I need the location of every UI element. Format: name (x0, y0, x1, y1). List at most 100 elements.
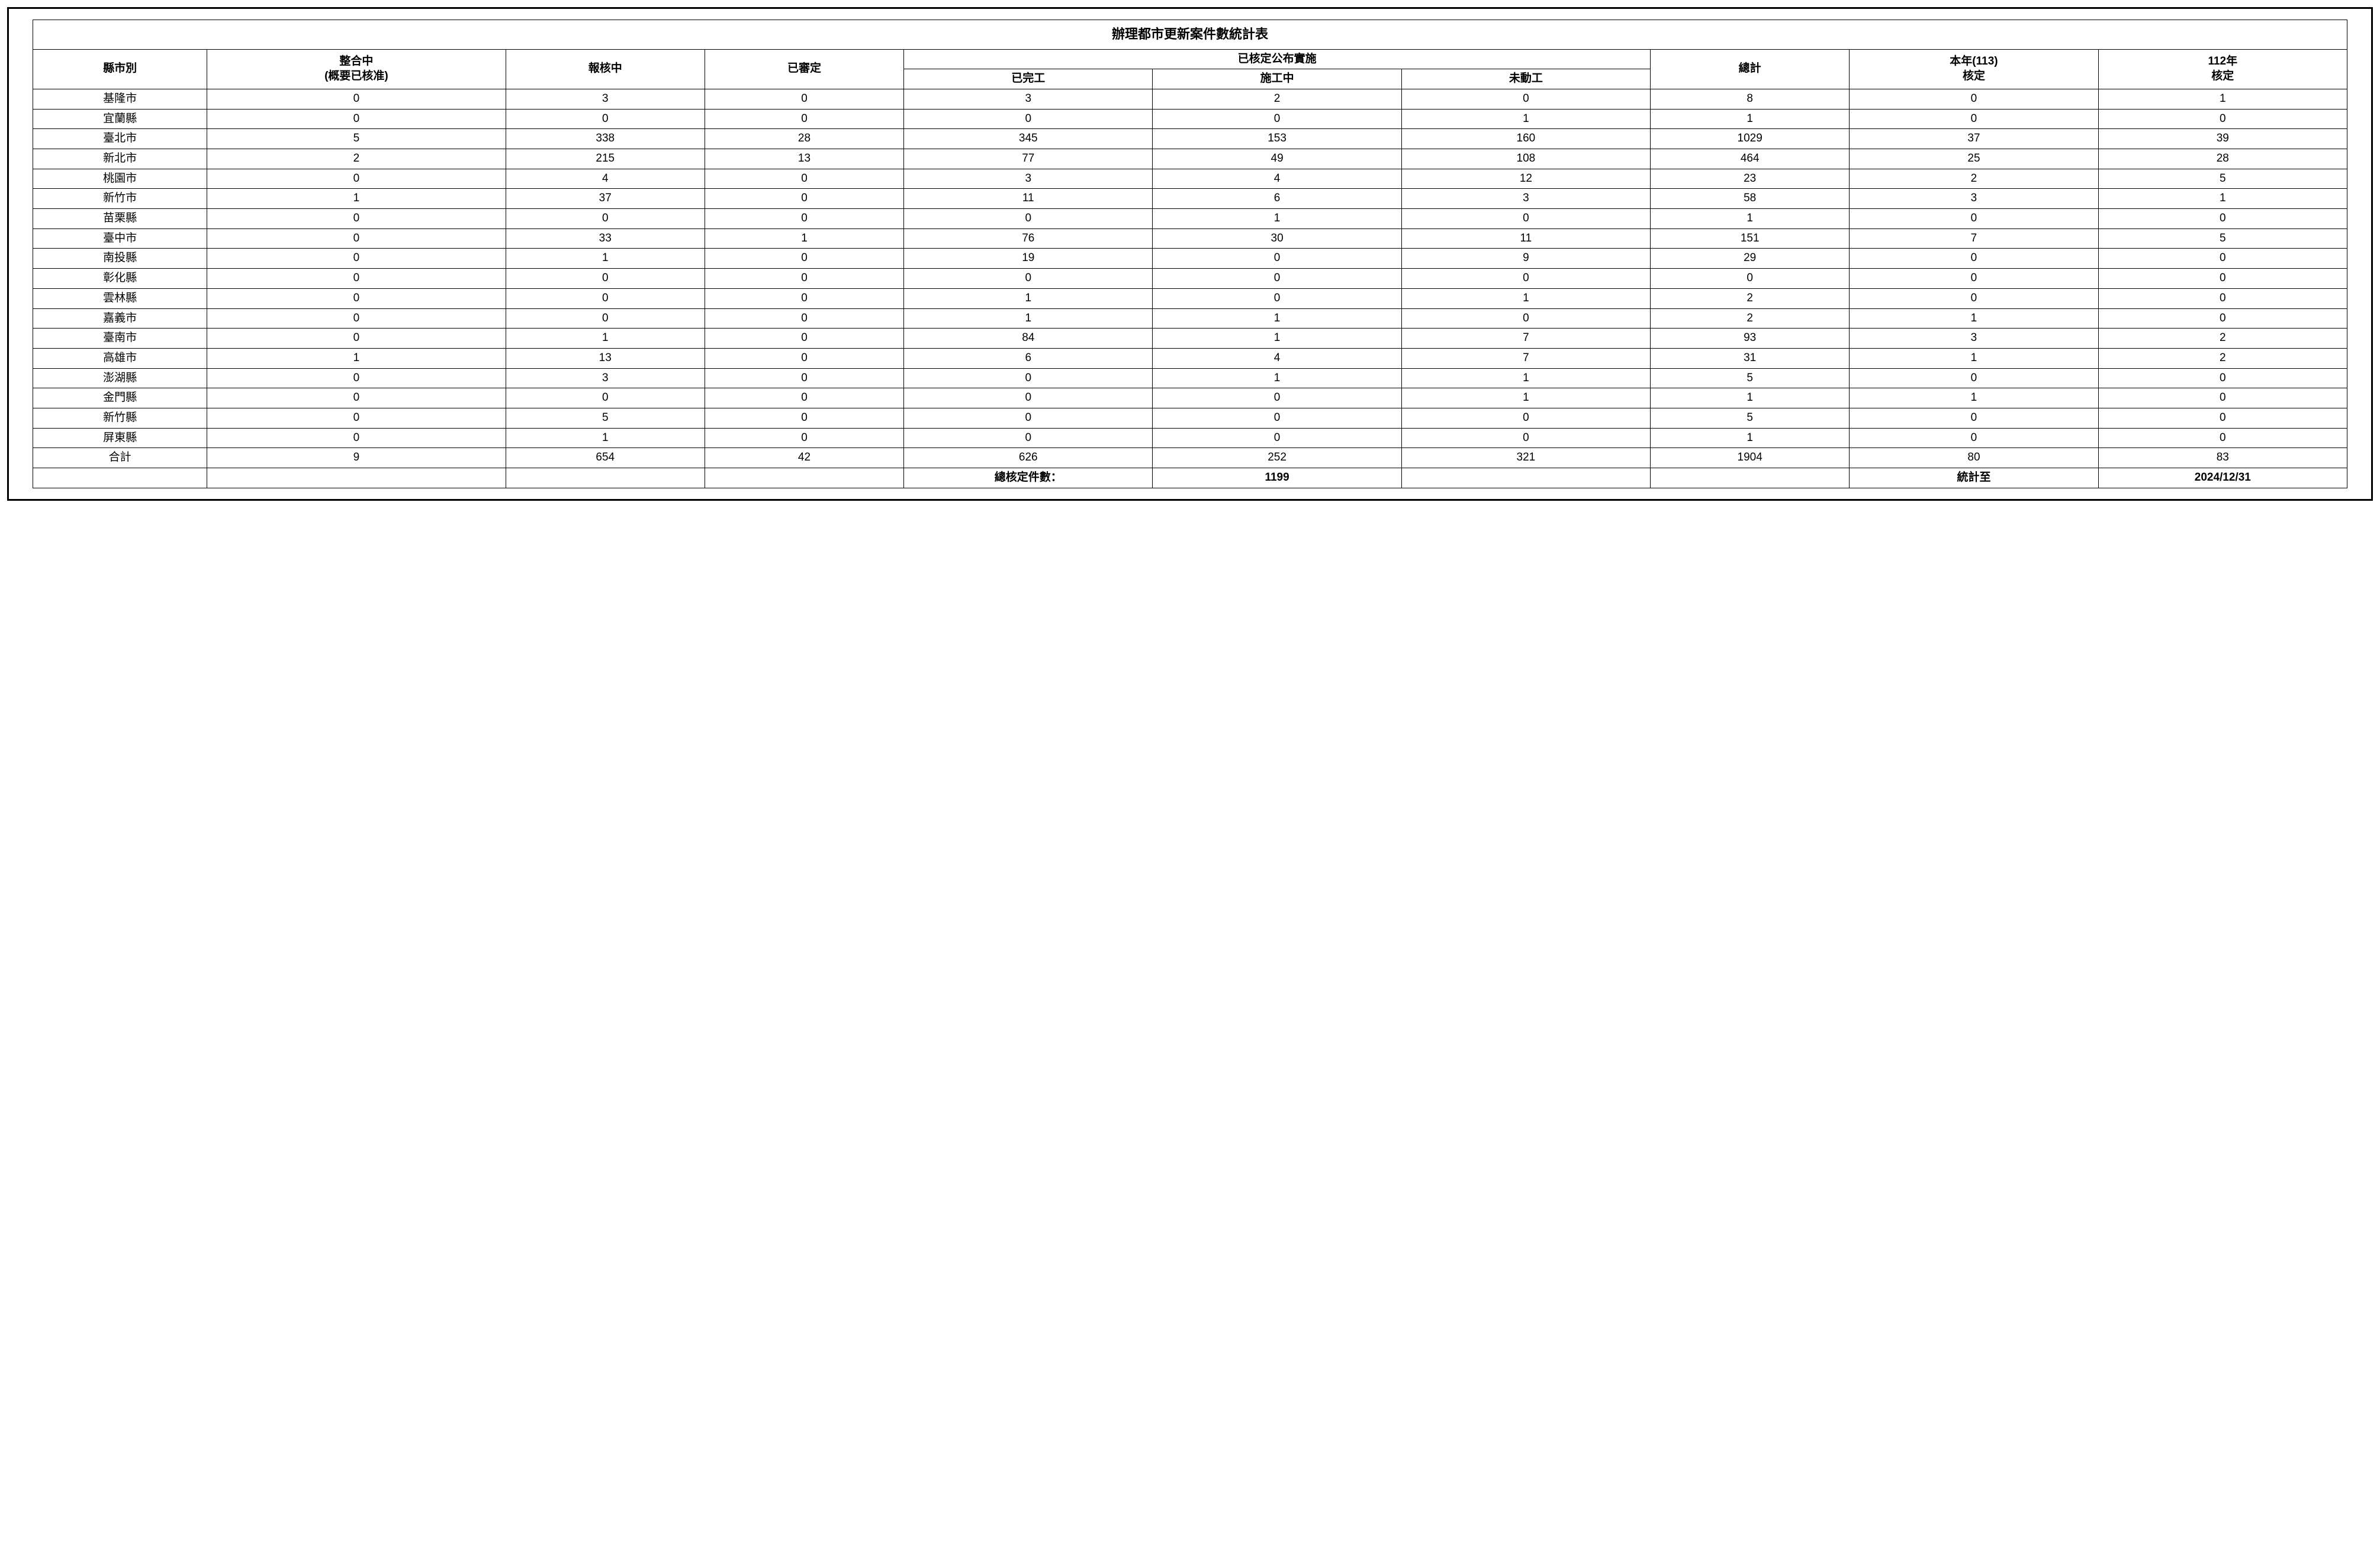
cell-completed: 6 (904, 348, 1153, 368)
cell-lastyear: 0 (2098, 388, 2347, 408)
cell-notstarted: 7 (1401, 348, 1650, 368)
cell-lastyear: 0 (2098, 308, 2347, 329)
header-integrating: 整合中(概要已核准) (207, 49, 506, 89)
cell-thisyear: 1 (1850, 388, 2098, 408)
cell-reporting: 338 (506, 129, 705, 149)
cell-county: 南投縣 (33, 249, 207, 269)
cell-total: 1 (1651, 428, 1850, 448)
footer-stat-to-date: 2024/12/31 (2098, 468, 2347, 488)
cell-notstarted: 1 (1401, 368, 1650, 388)
totals-thisyear: 80 (1850, 448, 2098, 468)
cell-notstarted: 160 (1401, 129, 1650, 149)
cell-construction: 1 (1153, 329, 1401, 349)
cell-construction: 0 (1153, 288, 1401, 308)
cell-approved: 0 (705, 428, 903, 448)
cell-approved: 0 (705, 348, 903, 368)
cell-integrating: 0 (207, 329, 506, 349)
header-lastyear-line1: 112年 (2208, 55, 2237, 67)
cell-construction: 0 (1153, 388, 1401, 408)
header-thisyear: 本年(113)核定 (1850, 49, 2098, 89)
cell-integrating: 0 (207, 269, 506, 289)
cell-completed: 0 (904, 388, 1153, 408)
cell-approved: 0 (705, 329, 903, 349)
cell-approved: 1 (705, 228, 903, 249)
cell-thisyear: 0 (1850, 109, 2098, 129)
cell-notstarted: 9 (1401, 249, 1650, 269)
cell-lastyear: 0 (2098, 209, 2347, 229)
cell-completed: 0 (904, 109, 1153, 129)
footer-blank-2 (207, 468, 506, 488)
cell-county: 臺北市 (33, 129, 207, 149)
totals-reporting: 654 (506, 448, 705, 468)
totals-notstarted: 321 (1401, 448, 1650, 468)
cell-completed: 0 (904, 368, 1153, 388)
cell-reporting: 0 (506, 388, 705, 408)
cell-approved: 0 (705, 408, 903, 428)
table-row: 彰化縣000000000 (33, 269, 2347, 289)
cell-integrating: 0 (207, 249, 506, 269)
table-row: 嘉義市000110210 (33, 308, 2347, 329)
cell-construction: 30 (1153, 228, 1401, 249)
cell-county: 苗栗縣 (33, 209, 207, 229)
cell-lastyear: 2 (2098, 329, 2347, 349)
cell-integrating: 0 (207, 428, 506, 448)
cell-approved: 0 (705, 209, 903, 229)
cell-completed: 1 (904, 288, 1153, 308)
header-reporting: 報核中 (506, 49, 705, 89)
cell-construction: 0 (1153, 428, 1401, 448)
cell-reporting: 0 (506, 288, 705, 308)
cell-total: 2 (1651, 288, 1850, 308)
cell-approved: 0 (705, 368, 903, 388)
cell-lastyear: 5 (2098, 228, 2347, 249)
cell-county: 彰化縣 (33, 269, 207, 289)
cell-notstarted: 0 (1401, 408, 1650, 428)
cell-integrating: 0 (207, 228, 506, 249)
cell-reporting: 0 (506, 269, 705, 289)
cell-total: 1029 (1651, 129, 1850, 149)
cell-construction: 1 (1153, 308, 1401, 329)
cell-thisyear: 25 (1850, 149, 2098, 169)
cell-county: 屏東縣 (33, 428, 207, 448)
header-total: 總計 (1651, 49, 1850, 89)
cell-thisyear: 3 (1850, 189, 2098, 209)
cell-construction: 0 (1153, 408, 1401, 428)
cell-notstarted: 12 (1401, 169, 1650, 189)
cell-lastyear: 0 (2098, 288, 2347, 308)
cell-thisyear: 0 (1850, 269, 2098, 289)
cell-county: 新竹市 (33, 189, 207, 209)
cell-lastyear: 5 (2098, 169, 2347, 189)
cell-reporting: 3 (506, 368, 705, 388)
cell-notstarted: 0 (1401, 269, 1650, 289)
totals-total: 1904 (1651, 448, 1850, 468)
cell-integrating: 0 (207, 109, 506, 129)
cell-notstarted: 1 (1401, 388, 1650, 408)
cell-construction: 6 (1153, 189, 1401, 209)
table-row: 新竹縣050000500 (33, 408, 2347, 428)
cell-construction: 2 (1153, 89, 1401, 109)
cell-completed: 84 (904, 329, 1153, 349)
cell-county: 金門縣 (33, 388, 207, 408)
cell-lastyear: 0 (2098, 428, 2347, 448)
footer-total-approved-value: 1199 (1153, 468, 1401, 488)
cell-integrating: 0 (207, 169, 506, 189)
cell-thisyear: 0 (1850, 408, 2098, 428)
cell-thisyear: 0 (1850, 89, 2098, 109)
cell-thisyear: 7 (1850, 228, 2098, 249)
cell-total: 31 (1651, 348, 1850, 368)
cell-total: 23 (1651, 169, 1850, 189)
header-construction: 施工中 (1153, 69, 1401, 89)
table-row: 屏東縣010000100 (33, 428, 2347, 448)
cell-construction: 1 (1153, 368, 1401, 388)
cell-lastyear: 1 (2098, 189, 2347, 209)
cell-thisyear: 2 (1850, 169, 2098, 189)
cell-reporting: 1 (506, 249, 705, 269)
cell-county: 臺中市 (33, 228, 207, 249)
table-row: 臺北市53382834515316010293739 (33, 129, 2347, 149)
cell-total: 1 (1651, 388, 1850, 408)
cell-reporting: 4 (506, 169, 705, 189)
cell-approved: 0 (705, 308, 903, 329)
cell-integrating: 0 (207, 209, 506, 229)
cell-thisyear: 3 (1850, 329, 2098, 349)
cell-thisyear: 0 (1850, 209, 2098, 229)
cell-total: 1 (1651, 109, 1850, 129)
